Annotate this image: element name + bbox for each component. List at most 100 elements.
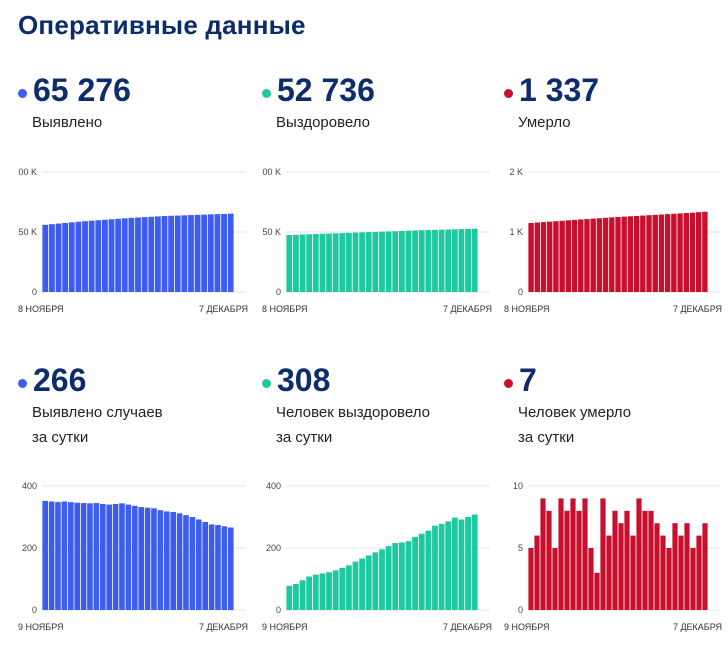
bar xyxy=(68,222,75,292)
bar xyxy=(345,565,352,610)
panel-confirmed-total: 65 276 Выявлено 0 50 K 100 K 8 НОЯБРЯ 7 ДЕКА… xyxy=(18,72,250,372)
bar xyxy=(286,235,293,292)
y-tick-label: 400 xyxy=(22,481,37,491)
bar xyxy=(372,552,379,610)
bar xyxy=(398,542,405,610)
bar xyxy=(108,219,115,292)
stat-value: 65 276 xyxy=(33,72,131,108)
bar xyxy=(128,217,135,292)
chart-confirmed-daily: 0 200 400 9 НОЯБРЯ 7 ДЕКАБРЯ xyxy=(18,481,248,632)
bar xyxy=(148,216,155,292)
panel-confirmed-daily: 266 Выявлено случаев за сутки 0 200 400 9 Н… xyxy=(18,362,250,662)
bar xyxy=(161,216,168,292)
bar xyxy=(201,214,208,292)
bar xyxy=(658,214,665,292)
stat-label-line1: Выявлено случаев xyxy=(32,404,163,421)
bar xyxy=(49,224,55,292)
bar xyxy=(194,214,201,292)
bar xyxy=(432,525,438,610)
bar xyxy=(141,217,148,292)
bar xyxy=(559,220,565,292)
bar xyxy=(425,230,432,292)
bar xyxy=(365,555,372,610)
bar xyxy=(119,503,125,610)
bar xyxy=(352,232,359,292)
bar xyxy=(671,213,677,292)
stat-value: 266 xyxy=(33,362,87,398)
bar xyxy=(696,535,702,610)
y-tick-label: 5 xyxy=(518,543,523,553)
stat-label: Выявлено xyxy=(32,114,103,131)
bar xyxy=(451,229,458,292)
bar xyxy=(138,507,144,610)
bar xyxy=(565,220,572,292)
stat-label: Выздоровело xyxy=(276,114,371,131)
x-start-label: 8 НОЯБРЯ xyxy=(504,304,550,314)
bar xyxy=(215,525,221,610)
stat-row: 52 736 xyxy=(262,72,375,108)
bar xyxy=(183,515,189,610)
bar xyxy=(312,574,319,610)
bar xyxy=(379,231,385,292)
bar xyxy=(82,221,88,292)
bar xyxy=(540,498,546,610)
bar xyxy=(101,219,108,292)
y-tick-label: 200 xyxy=(22,543,37,553)
bar xyxy=(88,220,95,292)
x-start-label: 9 НОЯБРЯ xyxy=(18,622,64,632)
stat-row: 308 xyxy=(262,362,330,398)
bar xyxy=(582,498,588,610)
y-tick-label: 10 xyxy=(513,481,523,491)
bar xyxy=(80,503,87,610)
bar xyxy=(627,216,634,292)
bar xyxy=(438,523,445,610)
bar xyxy=(74,502,80,610)
stat-label-line2: за сутки xyxy=(518,429,575,446)
bar xyxy=(42,224,49,292)
bar xyxy=(677,213,683,292)
bar xyxy=(202,521,208,610)
stat-label: Человек выздоровело за сутки xyxy=(276,400,430,450)
bullet-dot-icon xyxy=(18,88,27,98)
bar xyxy=(181,215,188,292)
bar xyxy=(630,535,636,610)
stat-row: 266 xyxy=(18,362,86,398)
bar xyxy=(385,231,392,292)
bar xyxy=(214,214,221,292)
bar xyxy=(702,523,708,610)
bar xyxy=(365,232,372,292)
bar xyxy=(164,511,170,610)
stat-label: Выявлено случаев за сутки xyxy=(32,400,163,450)
stat-label: Умерло xyxy=(518,114,571,131)
bar xyxy=(458,519,465,610)
bar xyxy=(652,214,658,292)
bar xyxy=(602,217,609,292)
bar xyxy=(48,501,55,610)
stat-label-line1: Человек выздоровело xyxy=(276,404,430,421)
bar xyxy=(319,573,326,610)
bar xyxy=(352,561,359,610)
x-start-label: 9 НОЯБРЯ xyxy=(504,622,550,632)
bar xyxy=(576,510,582,610)
bullet-dot-icon xyxy=(262,378,271,388)
bar xyxy=(228,527,234,610)
bar xyxy=(621,216,627,292)
bar xyxy=(135,217,141,292)
bar xyxy=(618,523,624,610)
bar xyxy=(571,219,578,292)
bar xyxy=(528,548,534,610)
y-tick-label: 0 xyxy=(32,605,37,615)
bar xyxy=(299,580,306,610)
bar xyxy=(208,524,215,610)
bar xyxy=(465,517,471,610)
y-tick-label: 0 xyxy=(32,287,37,297)
y-tick-label: 2 K xyxy=(509,167,523,177)
bar xyxy=(42,500,48,610)
bar xyxy=(534,535,540,610)
bar xyxy=(144,507,151,610)
bar xyxy=(412,536,419,610)
bar xyxy=(293,234,299,292)
bar xyxy=(398,230,405,292)
stat-row: 1 337 xyxy=(504,72,599,108)
bar xyxy=(528,223,534,292)
